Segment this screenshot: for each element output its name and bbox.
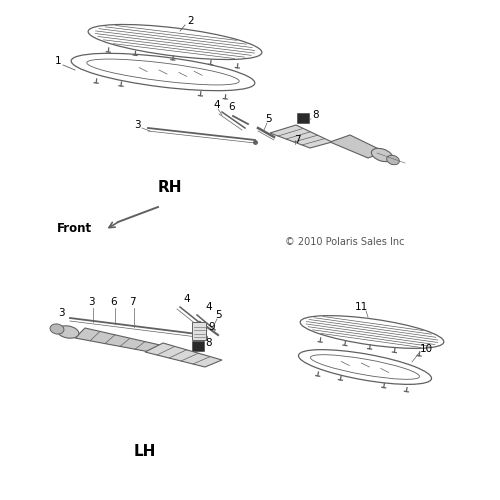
Text: RH: RH (158, 180, 182, 196)
Ellipse shape (372, 148, 392, 162)
Text: 6: 6 (228, 102, 234, 112)
Ellipse shape (50, 324, 64, 334)
Ellipse shape (300, 316, 444, 348)
Text: 1: 1 (55, 56, 62, 66)
Text: 7: 7 (294, 135, 300, 145)
Text: 8: 8 (205, 338, 212, 348)
Text: 11: 11 (355, 302, 368, 312)
Text: 9: 9 (208, 322, 214, 332)
FancyBboxPatch shape (192, 322, 206, 340)
Text: Front: Front (57, 222, 92, 234)
Text: 3: 3 (58, 308, 64, 318)
Ellipse shape (71, 54, 255, 90)
Text: 5: 5 (215, 310, 222, 320)
Text: 4: 4 (205, 302, 212, 312)
Ellipse shape (298, 350, 432, 384)
Ellipse shape (88, 24, 262, 59)
Text: 4: 4 (213, 100, 220, 110)
Text: 3: 3 (88, 297, 94, 307)
Ellipse shape (57, 326, 79, 338)
Ellipse shape (386, 156, 400, 164)
Text: 6: 6 (110, 297, 116, 307)
Text: © 2010 Polaris Sales Inc: © 2010 Polaris Sales Inc (285, 237, 405, 247)
Text: 2: 2 (187, 16, 194, 26)
Text: 3: 3 (134, 120, 140, 130)
Text: 8: 8 (312, 110, 318, 120)
FancyBboxPatch shape (298, 114, 310, 124)
Polygon shape (75, 328, 160, 352)
Polygon shape (330, 135, 385, 158)
FancyBboxPatch shape (192, 342, 204, 351)
Polygon shape (145, 343, 222, 367)
Text: LH: LH (134, 444, 156, 460)
Text: 7: 7 (129, 297, 136, 307)
Text: 4: 4 (183, 294, 190, 304)
Text: 5: 5 (265, 114, 272, 124)
Text: 10: 10 (420, 344, 433, 354)
Polygon shape (270, 125, 332, 148)
